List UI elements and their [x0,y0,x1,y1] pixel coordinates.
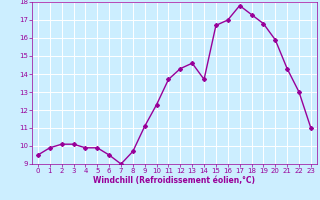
X-axis label: Windchill (Refroidissement éolien,°C): Windchill (Refroidissement éolien,°C) [93,176,255,185]
